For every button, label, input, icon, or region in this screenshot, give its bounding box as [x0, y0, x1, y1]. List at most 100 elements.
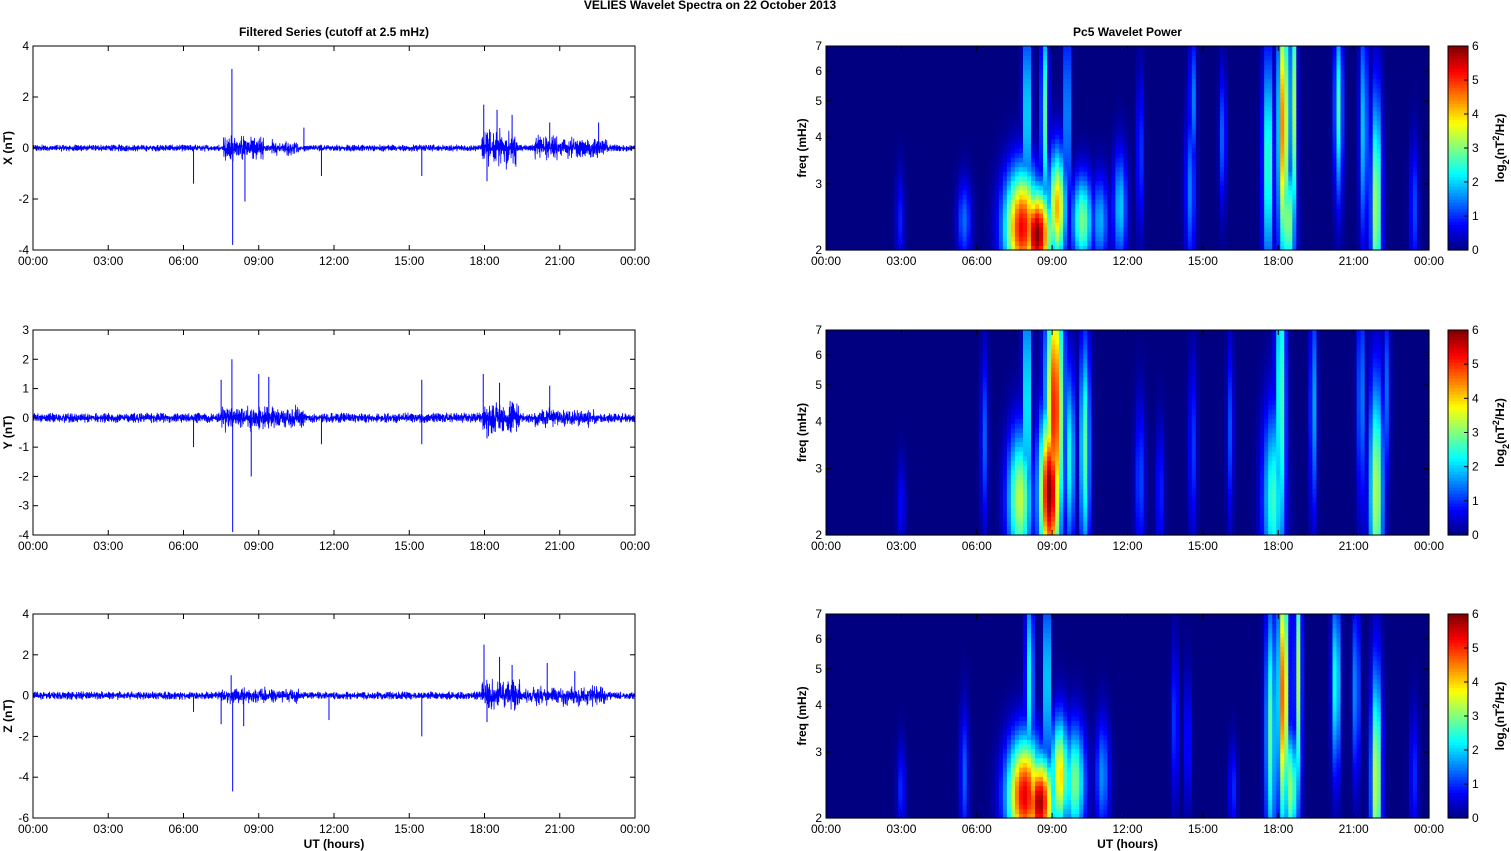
wavelet-1-cell — [959, 116, 964, 121]
wavelet-1-cell — [1075, 139, 1080, 144]
wavelet-1-cell — [1007, 148, 1012, 153]
wavelet-1-cell — [1216, 194, 1221, 199]
wavelet-1-cell — [955, 180, 960, 185]
wavelet-1-cell — [1236, 60, 1241, 65]
wavelet-1-cell — [1051, 78, 1056, 83]
wavelet-1-cell — [947, 194, 952, 199]
wavelet-1-cell — [902, 176, 907, 181]
wavelet-1-cell — [1047, 97, 1052, 102]
wavelet-1-cell — [1007, 162, 1012, 167]
wavelet-1-cell — [1027, 153, 1032, 158]
wavelet-1-cell — [874, 176, 879, 181]
wavelet-1-cell — [1011, 51, 1016, 56]
wavelet-1-cell — [850, 162, 855, 167]
wavelet-1-cell — [1248, 46, 1253, 51]
wavelet-1-cell — [999, 208, 1004, 213]
wavelet-1-cell — [967, 74, 972, 79]
wavelet-1-cell — [1079, 92, 1084, 97]
wavelet-1-cell — [1220, 213, 1225, 218]
wavelet-1-cell — [882, 153, 887, 158]
wavelet-1-cell — [886, 116, 891, 121]
wavelet-1-cell — [983, 241, 988, 246]
wavelet-1-cell — [1031, 180, 1036, 185]
wavelet-1-cell — [991, 102, 996, 107]
wavelet-1-cell — [1059, 69, 1064, 74]
wavelet-1-cell — [906, 194, 911, 199]
wavelet-1-cell — [1128, 180, 1133, 185]
wavelet-1-cell — [1260, 213, 1265, 218]
wavelet-1-cell — [1039, 222, 1044, 227]
wavelet-1-cell — [963, 134, 968, 139]
wavelet-1-cell — [1055, 204, 1060, 209]
wavelet-1-cell — [951, 204, 956, 209]
wavelet-1-cell — [1035, 69, 1040, 74]
wavelet-1-cell — [1228, 97, 1233, 102]
wavelet-1-cell — [1228, 83, 1233, 88]
wavelet-1-cell — [1071, 213, 1076, 218]
wavelet-1-cell — [939, 60, 944, 65]
wavelet-1-cell — [975, 55, 980, 60]
wavelet-1-cell — [995, 111, 1000, 116]
wavelet-1-cell — [1148, 180, 1153, 185]
wavelet-1-cell — [882, 116, 887, 121]
wavelet-1-cell — [1019, 60, 1024, 65]
wavelet-1-cell — [931, 83, 936, 88]
wavelet-1-cell — [1095, 167, 1100, 172]
wavelet-1-cell — [1051, 92, 1056, 97]
wavelet-1-cell — [1236, 213, 1241, 218]
wavelet-1-cell — [943, 162, 948, 167]
wavelet-1-cell — [1059, 102, 1064, 107]
wavelet-1-cell — [975, 111, 980, 116]
wavelet-1-cell — [931, 236, 936, 241]
wavelet-1-cell — [854, 148, 859, 153]
wavelet-1-cell — [1236, 120, 1241, 125]
wavelet-1-cell — [955, 241, 960, 246]
wavelet-1-cell — [1027, 180, 1032, 185]
wavelet-1-cell — [890, 92, 895, 97]
wavelet-1-cell — [1168, 74, 1173, 79]
wavelet-1-cell — [943, 88, 948, 93]
wavelet-1-cell — [1220, 148, 1225, 153]
wavelet-1-cell — [838, 176, 843, 181]
wavelet-1-cell — [1248, 74, 1253, 79]
wavelet-1-cell — [1140, 171, 1145, 176]
wavelet-1-cell — [927, 194, 932, 199]
wavelet-1-cell — [1256, 143, 1261, 148]
wavelet-1-cell — [1152, 222, 1157, 227]
wavelet-1-cell — [1047, 78, 1052, 83]
wavelet-1-cell — [1059, 120, 1064, 125]
wavelet-1-cell — [850, 222, 855, 227]
wavelet-1-cell — [1103, 153, 1108, 158]
wavelet-1-cell — [1107, 180, 1112, 185]
wavelet-1-cell — [1031, 92, 1036, 97]
wavelet-1-cell — [1023, 88, 1028, 93]
wavelet-1-cell — [854, 120, 859, 125]
wavelet-1-cell — [1067, 125, 1072, 130]
wavelet-1-cell — [1103, 106, 1108, 111]
wavelet-1-cell — [866, 88, 871, 93]
wavelet-1-cell — [910, 125, 915, 130]
wavelet-1-cell — [1119, 236, 1124, 241]
wavelet-1-cell — [975, 129, 980, 134]
wavelet-1-cell — [951, 55, 956, 60]
wavelet-1-cell — [1031, 194, 1036, 199]
wavelet-1-cell — [1196, 167, 1201, 172]
wavelet-1-cell — [1071, 92, 1076, 97]
wavelet-1-cell — [1248, 204, 1253, 209]
wavelet-1-cell — [1003, 60, 1008, 65]
wavelet-1-cell — [963, 92, 968, 97]
wavelet-1-cell — [1148, 236, 1153, 241]
wavelet-1-cell — [1132, 65, 1137, 70]
wavelet-1-cell — [947, 222, 952, 227]
wavelet-1-cell — [1184, 157, 1189, 162]
wavelet-1-cell — [922, 116, 927, 121]
wavelet-1-cell — [894, 120, 899, 125]
wavelet-1-cell — [927, 176, 932, 181]
wavelet-1-cell — [1260, 157, 1265, 162]
wavelet-1-cell — [1196, 120, 1201, 125]
wavelet-1-cell — [963, 102, 968, 107]
wavelet-1-cell — [939, 139, 944, 144]
wavelet-1-cell — [995, 51, 1000, 56]
wavelet-1-cell — [983, 153, 988, 158]
wavelet-1-cell — [1007, 125, 1012, 130]
